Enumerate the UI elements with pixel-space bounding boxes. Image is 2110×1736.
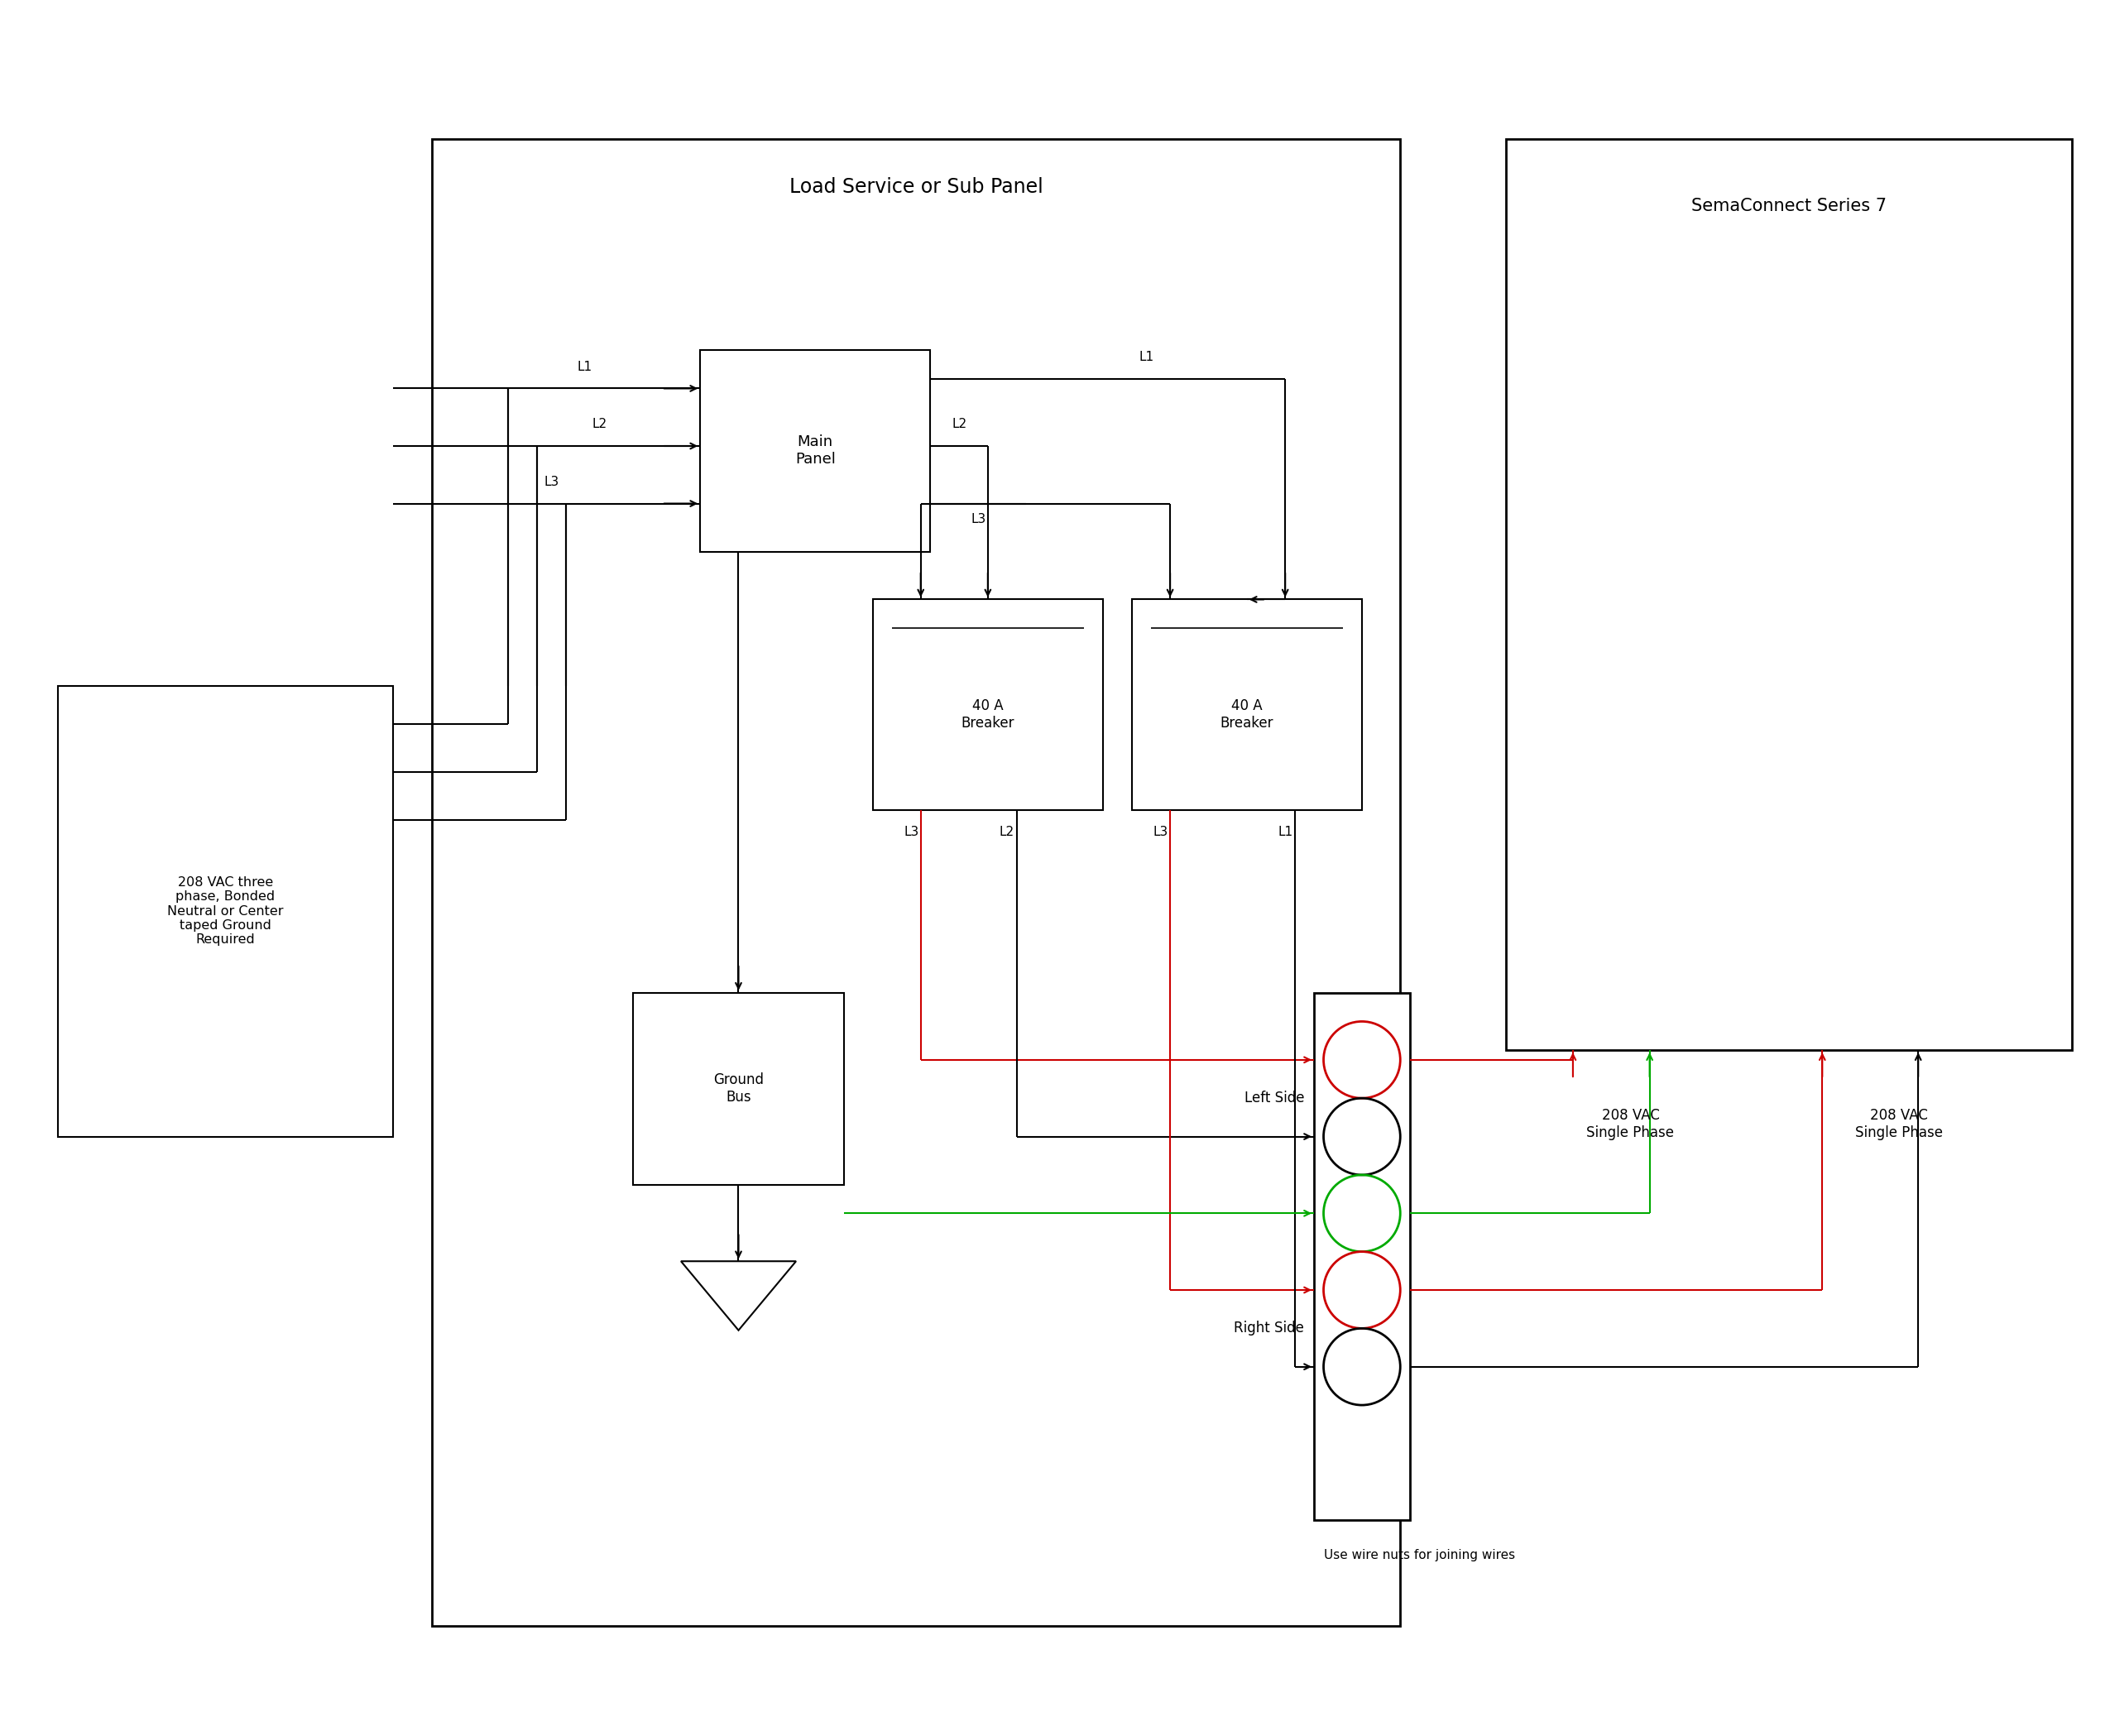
Bar [57,686,392,1137]
Text: Ground
Bus: Ground Bus [713,1073,764,1104]
Bar [1315,993,1409,1521]
Text: L2: L2 [1000,826,1015,838]
Text: 40 A
Breaker: 40 A Breaker [1220,698,1274,731]
Text: Main
Panel: Main Panel [795,434,836,467]
Bar [701,351,931,552]
Bar [633,993,844,1184]
Text: Left Side: Left Side [1245,1090,1304,1106]
Bar [433,139,1401,1625]
Text: Load Service or Sub Panel: Load Service or Sub Panel [789,177,1042,196]
Text: L2: L2 [952,418,966,431]
Text: L2: L2 [593,418,608,431]
Text: L1: L1 [1139,351,1154,363]
Text: 208 VAC
Single Phase: 208 VAC Single Phase [1587,1108,1675,1141]
Bar [874,599,1104,811]
Text: L1: L1 [578,361,593,373]
Text: L1: L1 [1279,826,1293,838]
Bar [1507,139,2072,1050]
Text: SemaConnect Series 7: SemaConnect Series 7 [1690,198,1886,215]
Text: L3: L3 [903,826,918,838]
Text: 208 VAC three
phase, Bonded
Neutral or Center
taped Ground
Required: 208 VAC three phase, Bonded Neutral or C… [167,877,283,946]
Text: L3: L3 [971,514,985,526]
Text: Use wire nuts for joining wires: Use wire nuts for joining wires [1323,1549,1515,1561]
Text: 40 A
Breaker: 40 A Breaker [962,698,1015,731]
Text: L3: L3 [1152,826,1169,838]
Text: Right Side: Right Side [1234,1321,1304,1335]
Text: L3: L3 [544,476,559,488]
Bar [1131,599,1361,811]
Text: 208 VAC
Single Phase: 208 VAC Single Phase [1855,1108,1943,1141]
